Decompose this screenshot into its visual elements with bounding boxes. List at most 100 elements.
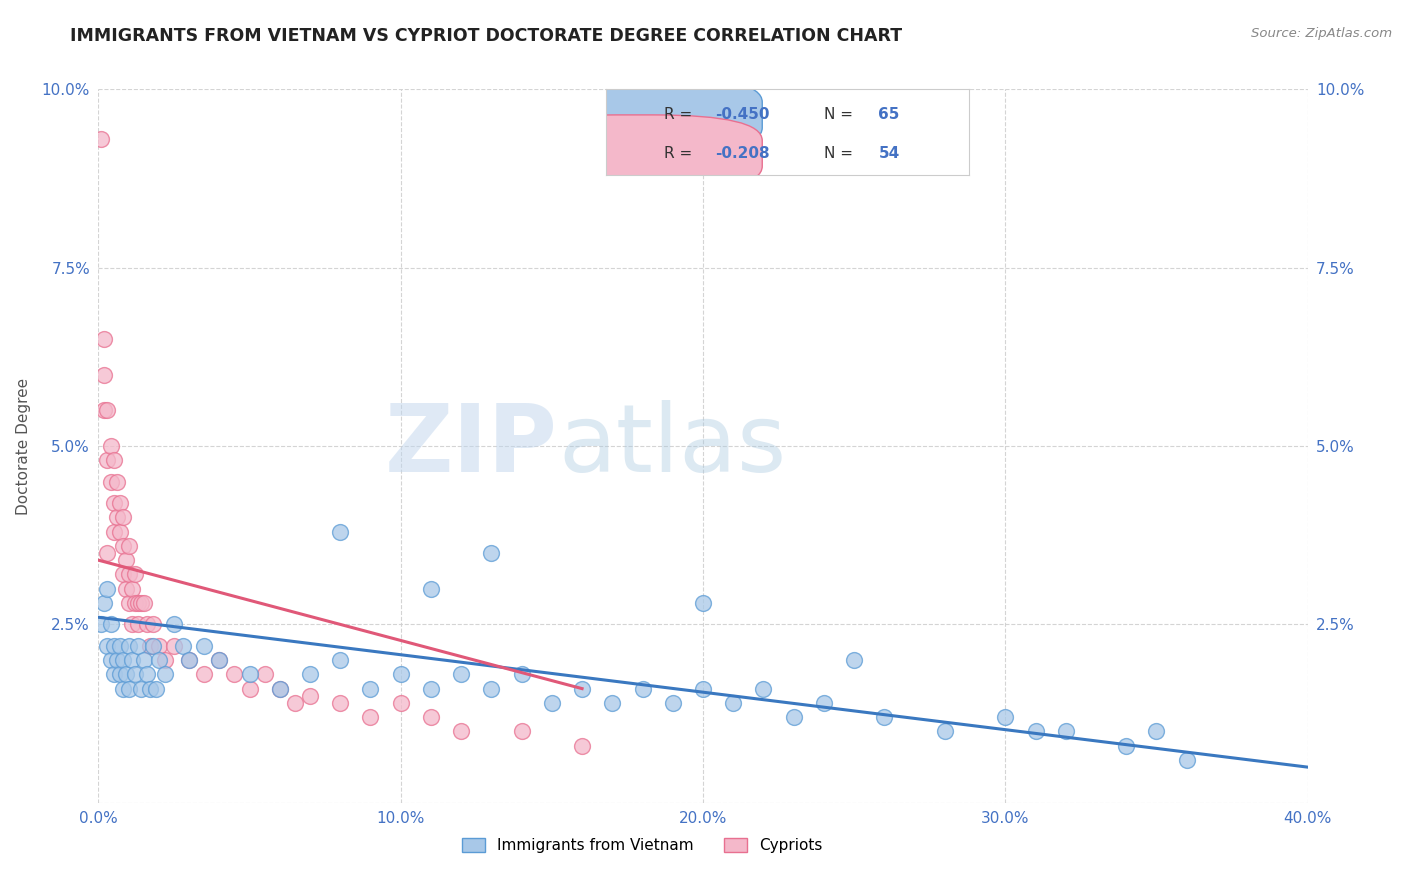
Point — [450, 724, 472, 739]
Point — [114, 582, 136, 596]
Point — [193, 639, 215, 653]
Point — [420, 710, 443, 724]
Point — [100, 617, 122, 632]
Point — [103, 667, 125, 681]
Point — [108, 524, 131, 539]
Point — [661, 696, 683, 710]
Point — [93, 332, 115, 346]
Point — [299, 667, 322, 681]
Point — [163, 617, 186, 632]
Point — [450, 667, 472, 681]
Point — [118, 596, 141, 610]
Point — [111, 567, 134, 582]
Point — [148, 653, 170, 667]
Point — [124, 596, 146, 610]
Point — [239, 681, 262, 696]
Point — [93, 403, 115, 417]
Point — [1054, 724, 1077, 739]
Text: IMMIGRANTS FROM VIETNAM VS CYPRIOT DOCTORATE DEGREE CORRELATION CHART: IMMIGRANTS FROM VIETNAM VS CYPRIOT DOCTO… — [70, 27, 903, 45]
Point — [124, 667, 146, 681]
Point — [121, 582, 143, 596]
Point — [163, 639, 186, 653]
Point — [540, 696, 562, 710]
Point — [1175, 753, 1198, 767]
Point — [111, 510, 134, 524]
Point — [118, 681, 141, 696]
Point — [360, 681, 382, 696]
Point — [111, 653, 134, 667]
Point — [135, 617, 157, 632]
Point — [208, 653, 231, 667]
Point — [813, 696, 835, 710]
Point — [571, 739, 593, 753]
Point — [103, 639, 125, 653]
Point — [389, 667, 412, 681]
Point — [108, 639, 131, 653]
Point — [139, 639, 162, 653]
Point — [420, 681, 443, 696]
Point — [1144, 724, 1167, 739]
Point — [108, 667, 131, 681]
Point — [571, 681, 593, 696]
Point — [692, 681, 714, 696]
Point — [153, 667, 176, 681]
Point — [602, 696, 624, 710]
Point — [90, 132, 112, 146]
Point — [127, 596, 149, 610]
Point — [269, 681, 291, 696]
Point — [299, 689, 322, 703]
Point — [127, 639, 149, 653]
Point — [129, 681, 152, 696]
Point — [139, 681, 162, 696]
Point — [145, 681, 167, 696]
Point — [844, 653, 866, 667]
Point — [873, 710, 896, 724]
Point — [994, 710, 1017, 724]
Point — [90, 617, 112, 632]
Point — [179, 653, 201, 667]
Point — [118, 539, 141, 553]
Text: atlas: atlas — [558, 400, 786, 492]
Point — [934, 724, 956, 739]
Text: Source: ZipAtlas.com: Source: ZipAtlas.com — [1251, 27, 1392, 40]
Point — [172, 639, 194, 653]
Legend: Immigrants from Vietnam, Cypriots: Immigrants from Vietnam, Cypriots — [456, 832, 830, 859]
Point — [129, 596, 152, 610]
Point — [420, 582, 443, 596]
Point — [360, 710, 382, 724]
Y-axis label: Doctorate Degree: Doctorate Degree — [15, 377, 31, 515]
Point — [105, 510, 128, 524]
Point — [132, 596, 155, 610]
Point — [1115, 739, 1137, 753]
Point — [692, 596, 714, 610]
Point — [100, 439, 122, 453]
Point — [100, 653, 122, 667]
Point — [96, 453, 118, 467]
Point — [179, 653, 201, 667]
Point — [783, 710, 806, 724]
Point — [193, 667, 215, 681]
Point — [148, 639, 170, 653]
Point — [510, 667, 533, 681]
Point — [142, 639, 165, 653]
Point — [284, 696, 307, 710]
Point — [269, 681, 291, 696]
Point — [121, 653, 143, 667]
Text: ZIP: ZIP — [385, 400, 558, 492]
Point — [93, 596, 115, 610]
Point — [389, 696, 412, 710]
Point — [481, 546, 503, 560]
Point — [142, 617, 165, 632]
Point — [105, 475, 128, 489]
Point — [723, 696, 745, 710]
Point — [132, 653, 155, 667]
Point — [118, 639, 141, 653]
Point — [103, 496, 125, 510]
Point — [105, 653, 128, 667]
Point — [510, 724, 533, 739]
Point — [103, 453, 125, 467]
Point — [329, 653, 352, 667]
Point — [124, 567, 146, 582]
Point — [96, 639, 118, 653]
Point — [114, 553, 136, 567]
